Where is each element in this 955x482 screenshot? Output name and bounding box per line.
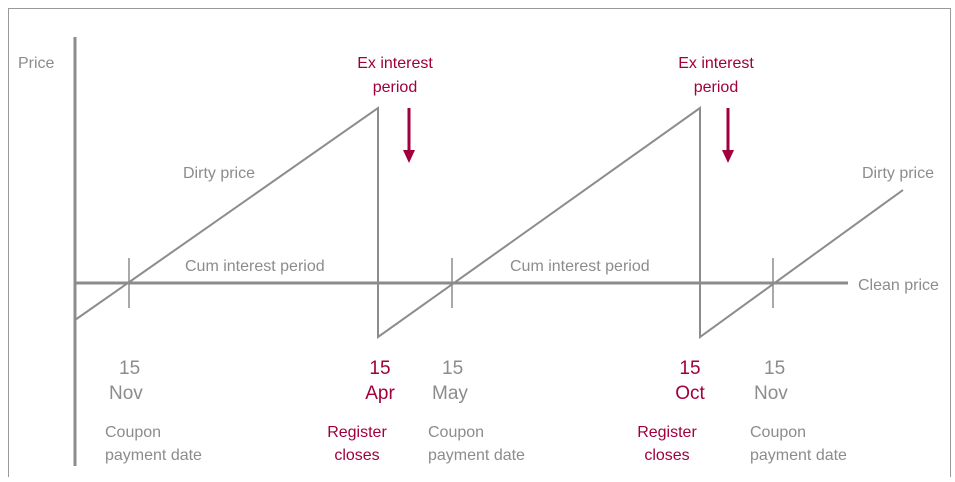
date-note: Coupon — [105, 424, 161, 441]
date-note: Register — [327, 424, 387, 441]
date-note: payment date — [428, 447, 525, 464]
date-day: 15 — [119, 358, 140, 379]
dirty-label: Dirty price — [183, 165, 255, 182]
ex-label: period — [694, 79, 738, 96]
date-note: Coupon — [428, 424, 484, 441]
ex-label: Ex interest — [678, 55, 754, 72]
date-month: Nov — [109, 383, 143, 404]
date-day: 15 — [369, 358, 390, 379]
dirty-label: Dirty price — [862, 165, 934, 182]
frame — [8, 8, 951, 479]
ticks — [128, 258, 774, 308]
date-note: Register — [637, 424, 697, 441]
ex-label: period — [373, 79, 417, 96]
dirty-price-line — [74, 106, 904, 339]
cum-label: Cum interest period — [510, 258, 650, 275]
date-day: 15 — [679, 358, 700, 379]
date-note: payment date — [105, 447, 202, 464]
arrows — [403, 108, 734, 163]
date-month: May — [432, 383, 468, 404]
date-day: 15 — [442, 358, 463, 379]
y-label: Price — [18, 55, 55, 72]
date-note: closes — [334, 447, 379, 464]
cum-label: Cum interest period — [185, 258, 325, 275]
date-note: closes — [644, 447, 689, 464]
clean-label: Clean price — [858, 277, 939, 294]
date-month: Nov — [754, 383, 788, 404]
date-month: Oct — [675, 383, 705, 404]
ex-label: Ex interest — [357, 55, 433, 72]
date-note: Coupon — [750, 424, 806, 441]
date-month: Apr — [365, 383, 395, 404]
date-day: 15 — [764, 358, 785, 379]
date-note: payment date — [750, 447, 847, 464]
